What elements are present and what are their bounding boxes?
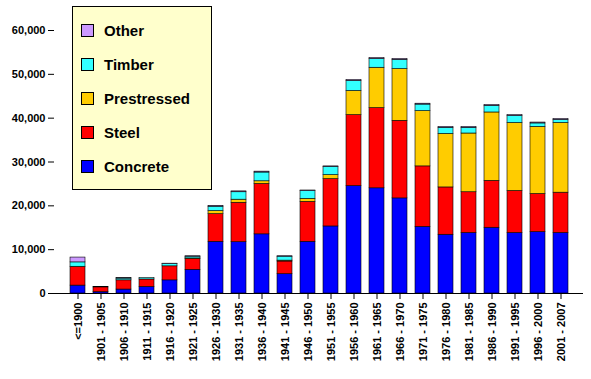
svg-text:20,000: 20,000 <box>12 199 46 211</box>
svg-text:40,000: 40,000 <box>12 112 46 124</box>
svg-text:1971 - 1975: 1971 - 1975 <box>417 303 429 362</box>
svg-text:1921 - 1925: 1921 - 1925 <box>187 303 199 362</box>
svg-text:1991 - 1995: 1991 - 1995 <box>509 303 521 362</box>
svg-text:1911 - 1915: 1911 - 1915 <box>141 303 153 361</box>
svg-text:1941 - 1945: 1941 - 1945 <box>279 303 291 362</box>
svg-text:1986 - 1990: 1986 - 1990 <box>486 303 498 362</box>
svg-text:1976 - 1980: 1976 - 1980 <box>440 303 452 362</box>
html-text:Prestressed: Prestressed <box>104 89 190 107</box>
svg-text:1956 - 1960: 1956 - 1960 <box>348 303 360 362</box>
svg-text:1926 - 1930: 1926 - 1930 <box>210 303 222 362</box>
svg-text:1916 - 1920: 1916 - 1920 <box>164 303 176 362</box>
svg-text:1966 - 1970: 1966 - 1970 <box>394 303 406 362</box>
svg-text:60,000: 60,000 <box>12 24 46 36</box>
svg-text:10,000: 10,000 <box>12 243 46 255</box>
svg-text:0: 0 <box>39 287 45 299</box>
svg-text:1951 - 1955: 1951 - 1955 <box>325 303 337 362</box>
html-text:Other: Other <box>104 21 144 39</box>
html-text:Steel: Steel <box>104 123 140 141</box>
svg-text:1961 - 1965: 1961 - 1965 <box>371 303 383 362</box>
svg-text:30,000: 30,000 <box>12 156 46 168</box>
svg-text:1946 - 1950: 1946 - 1950 <box>302 303 314 362</box>
svg-text:1906 - 1910: 1906 - 1910 <box>118 303 130 362</box>
html-text:Timber: Timber <box>104 55 154 73</box>
svg-text:50,000: 50,000 <box>12 68 46 80</box>
svg-text:1901 - 1905: 1901 - 1905 <box>95 303 107 362</box>
svg-text:2001 - 2007: 2001 - 2007 <box>555 303 567 362</box>
svg-text:1996 - 2000: 1996 - 2000 <box>532 303 544 362</box>
svg-text:1936 - 1940: 1936 - 1940 <box>256 303 268 362</box>
html-text:Concrete: Concrete <box>104 157 169 175</box>
svg-text:1931 - 1935: 1931 - 1935 <box>233 303 245 362</box>
svg-text:1981 - 1985: 1981 - 1985 <box>463 303 475 362</box>
svg-text:<=1900: <=1900 <box>72 303 84 340</box>
